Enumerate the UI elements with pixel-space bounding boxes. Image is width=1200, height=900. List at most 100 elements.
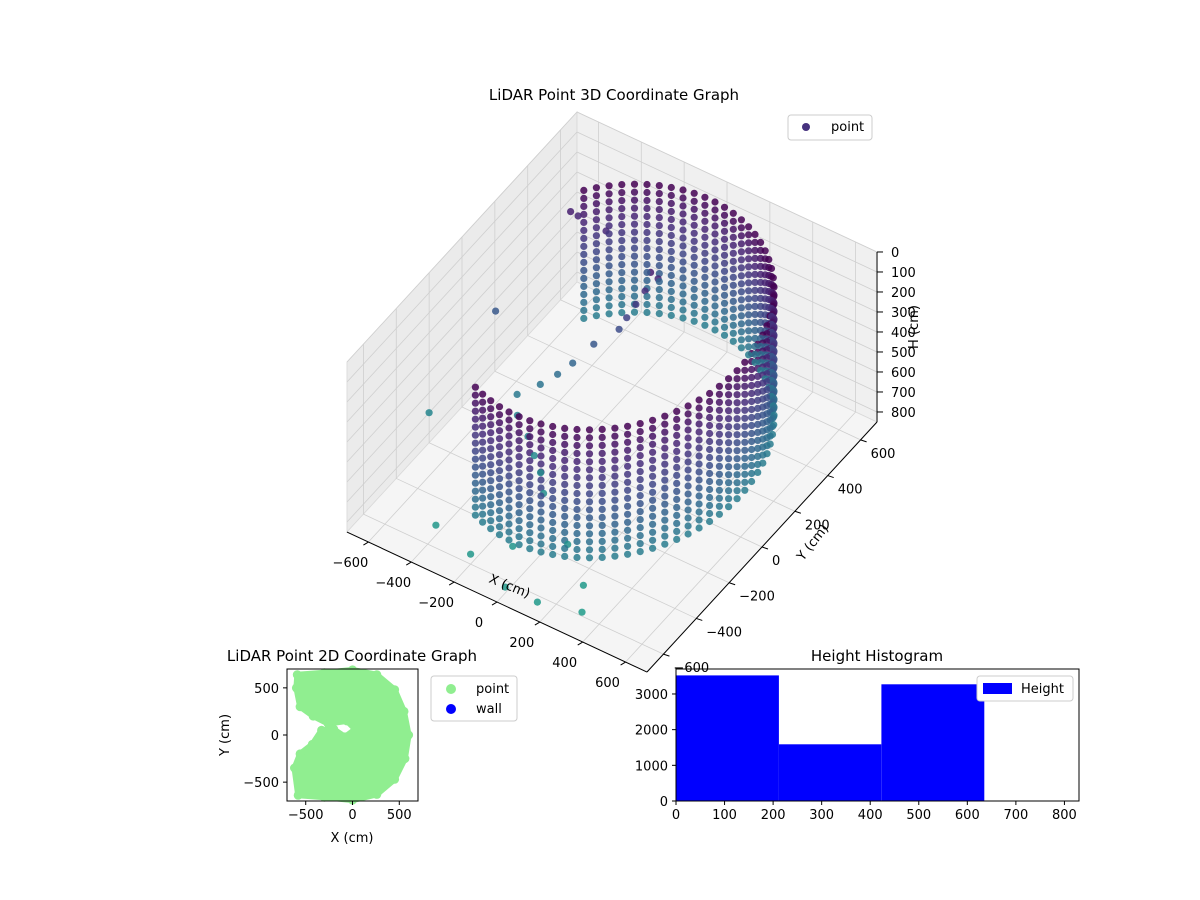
point-3d	[725, 447, 733, 455]
point-3d	[729, 273, 737, 281]
point-3d	[561, 504, 569, 512]
point-3d	[729, 289, 737, 297]
point-3d	[690, 253, 698, 261]
point-3d	[636, 460, 644, 468]
point-3d	[720, 299, 729, 307]
grid-z-xwall	[346, 191, 578, 443]
point-3d	[505, 432, 513, 440]
point-3d	[649, 456, 657, 464]
point-2d	[293, 790, 303, 800]
point-2d	[348, 665, 357, 675]
point-3d	[684, 474, 692, 482]
point-3d	[745, 247, 753, 255]
point-3d	[655, 286, 663, 294]
point-3d	[751, 302, 759, 310]
histogram-legend: Height	[976, 675, 1074, 702]
point-3d	[741, 446, 749, 454]
point-3d	[479, 494, 487, 502]
point-3d	[505, 408, 513, 416]
point-3d	[611, 424, 619, 432]
point-3d	[592, 216, 601, 224]
point-3d	[592, 296, 601, 304]
point-3d	[684, 450, 692, 458]
point-3d	[701, 217, 709, 225]
point-3d	[649, 416, 657, 424]
point-3d	[711, 254, 719, 262]
point-3d	[741, 390, 749, 398]
point-3d	[618, 213, 626, 221]
grid-y-floor	[396, 478, 697, 619]
point-3d	[754, 428, 762, 436]
point-3d	[673, 519, 681, 528]
point-3d	[679, 314, 687, 322]
point-3d	[573, 537, 581, 546]
point-3d	[725, 383, 733, 391]
point-3d	[715, 422, 724, 430]
point-3d	[643, 276, 651, 285]
point-3d	[765, 255, 773, 264]
point-3d	[585, 490, 594, 498]
point-3d	[585, 458, 594, 466]
grid-z-xwall	[346, 271, 578, 523]
point-3d	[573, 505, 581, 514]
point-3d	[630, 188, 639, 196]
point-3d	[715, 398, 724, 406]
point-3d	[706, 469, 714, 478]
point-3d	[585, 442, 594, 450]
point-3d	[655, 294, 663, 302]
point-3d	[720, 283, 729, 291]
point-3d	[615, 325, 623, 333]
point-3d	[715, 390, 724, 398]
point-3d	[649, 544, 657, 552]
point-3d	[729, 217, 737, 225]
point-3d	[495, 419, 504, 427]
point-3d	[655, 182, 663, 190]
point-3d	[505, 512, 513, 520]
point-3d	[495, 459, 504, 467]
point-3d	[729, 225, 737, 233]
point-3d	[598, 521, 606, 530]
point-3d	[741, 374, 749, 382]
point-3d	[554, 370, 562, 378]
point-3d	[695, 508, 703, 516]
point-3d	[487, 445, 495, 453]
point-3d	[706, 421, 714, 430]
tick-label-hist-x: 600	[955, 808, 980, 823]
point-3d	[661, 412, 669, 420]
point-3d	[751, 254, 759, 262]
point-3d	[720, 203, 729, 211]
point-3d	[537, 444, 545, 452]
point-3d	[526, 481, 534, 489]
point-3d	[741, 398, 749, 406]
point-3d	[624, 462, 632, 470]
point-3d	[605, 190, 613, 198]
point-3d	[706, 477, 714, 486]
point-3d	[495, 523, 504, 531]
tick-x	[363, 541, 369, 546]
point-3d	[748, 421, 756, 430]
point-3d	[611, 488, 619, 496]
point-3d	[537, 469, 545, 477]
point-3d	[741, 382, 749, 390]
point-3d	[679, 210, 687, 218]
point-3d	[684, 410, 692, 418]
point-3d	[673, 463, 681, 471]
point-3d	[679, 202, 687, 210]
point-3d	[592, 288, 601, 296]
point-3d	[471, 383, 479, 391]
point-3d	[661, 532, 669, 540]
point-3d	[611, 544, 619, 552]
point-3d	[515, 461, 523, 469]
point-3d	[711, 238, 719, 246]
point-3d	[695, 484, 703, 492]
point-3d	[611, 520, 619, 528]
point-3d	[580, 242, 588, 250]
point-3d	[720, 331, 729, 339]
chart-2d-ticks: −500 0 500 −500 0 500	[243, 682, 411, 823]
point-3d	[487, 405, 495, 413]
point-3d	[684, 490, 692, 498]
point-3d	[715, 430, 724, 438]
point-3d	[536, 380, 544, 388]
point-3d	[711, 198, 719, 206]
chart-3d-zlabel: H (cm)	[907, 305, 922, 349]
